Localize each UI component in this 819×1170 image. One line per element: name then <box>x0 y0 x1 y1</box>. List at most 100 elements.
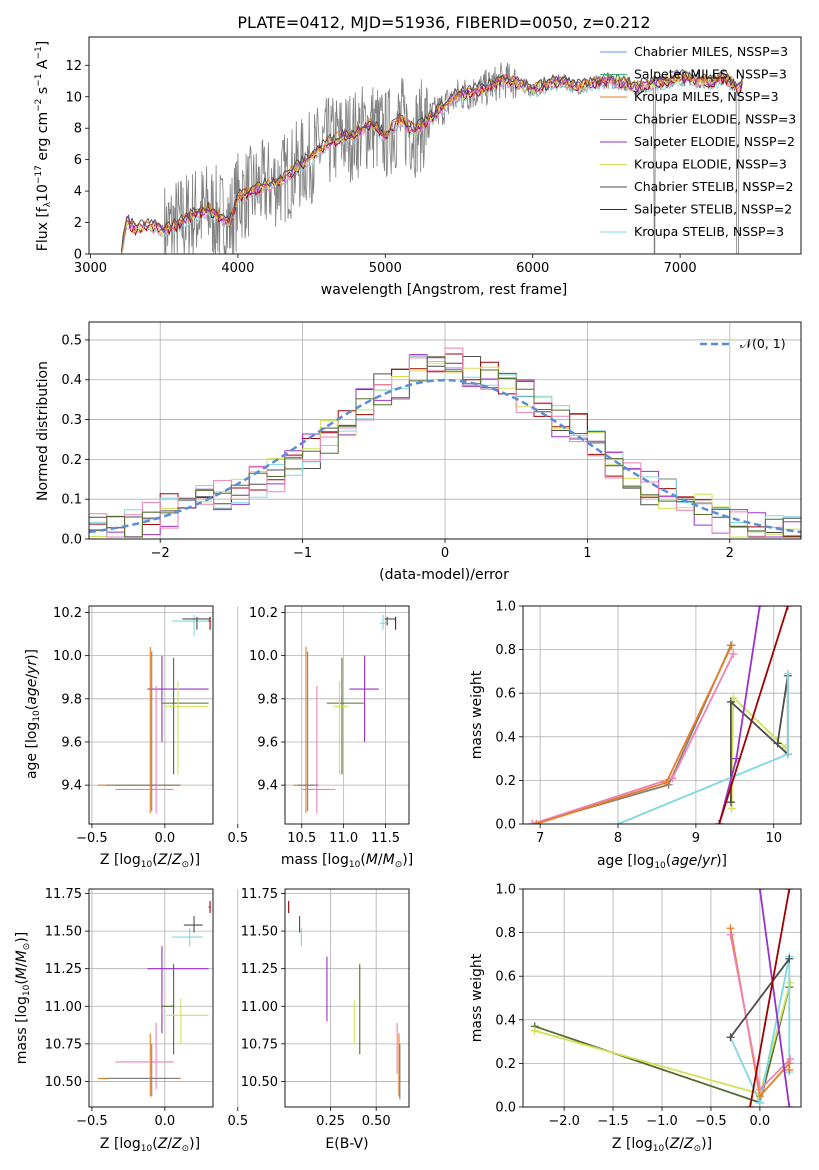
x-tick-label: 10 <box>765 831 782 846</box>
weight-marker <box>528 820 537 824</box>
weight-age-line <box>718 606 789 824</box>
weight-age-ylabel: mass weight <box>469 670 485 759</box>
x-tick-label: 0.0 <box>155 1114 176 1129</box>
x-tick-label: 9 <box>692 831 700 846</box>
normal-legend-label: 𝒩(0, 1) <box>740 336 786 351</box>
y-tick-label: 0.4 <box>495 1013 516 1028</box>
legend-label: Chabrier STELIB, NSSP=2 <box>634 179 794 194</box>
mass-z-xlabel: Z [log10(Z/Z⊙)] <box>100 1136 200 1154</box>
residual-histogram <box>89 356 801 538</box>
axes-frame <box>88 888 214 1108</box>
weight-marker <box>746 1103 755 1107</box>
legend-label: Kroupa STELIB, NSSP=3 <box>634 224 784 239</box>
weight-marker <box>532 820 541 824</box>
x-tick-label: −0.5 <box>695 1114 727 1129</box>
weight-age-line <box>532 644 732 824</box>
x-tick-label: 0.25 <box>316 1114 345 1129</box>
x-tick-label: 4000 <box>221 261 254 276</box>
y-tick-label: 2 <box>74 216 82 231</box>
x-tick-label: −1.5 <box>597 1114 629 1129</box>
y-tick-label: 0.6 <box>495 970 516 985</box>
x-tick-label: −2.0 <box>548 1114 580 1129</box>
weight-marker <box>786 978 795 987</box>
plot-area <box>97 614 211 814</box>
y-tick-label: 0.3 <box>61 413 82 428</box>
y-tick-label: 10.75 <box>45 1037 82 1052</box>
y-tick-label: 0.8 <box>495 643 516 658</box>
axes-frame <box>88 321 802 540</box>
y-tick-label: 11.75 <box>241 887 278 902</box>
mass-z-ylabel: mass [log10(M/M⊙)] <box>14 932 32 1064</box>
y-tick-label: 0.2 <box>495 774 516 789</box>
weight-z-ylabel: mass weight <box>469 953 485 1042</box>
weight-z-line <box>749 889 791 1107</box>
plot-area <box>293 614 397 814</box>
residual-legend: 𝒩(0, 1) <box>700 336 786 351</box>
weight-marker <box>726 930 735 939</box>
y-tick-label: 11.00 <box>45 1000 82 1015</box>
x-tick-label: 0.50 <box>362 1114 391 1129</box>
legend-label: Chabrier ELODIE, NSSP=3 <box>634 112 796 127</box>
weight-marker <box>773 739 782 748</box>
y-tick-label: 0.4 <box>61 373 82 388</box>
weight-vs-metallicity-panel: −2.0 −1.5 −1.0 −0.5 0.0 0.0 0.2 0.4 0.6 0.8 1.0 <box>495 883 802 1129</box>
spectrum-title: PLATE=0412, MJD=51936, FIBERID=0050, z=0… <box>237 13 650 32</box>
y-tick-label: 1.0 <box>495 883 516 898</box>
weight-marker <box>755 1085 764 1094</box>
y-tick-label: 10.2 <box>53 606 82 621</box>
mass-vs-ebv-panel: 0.25 0.50 10.50 10.75 11.00 11.25 11.50 11.75 <box>241 887 410 1129</box>
y-tick-label: 10.2 <box>249 606 278 621</box>
x-tick-label: −1.0 <box>646 1114 678 1129</box>
weight-marker <box>783 750 792 759</box>
plot-area <box>288 901 401 1100</box>
legend-label: Salpeter STELIB, NSSP=2 <box>634 202 792 217</box>
age-vs-metallicity-panel: −0.5 0.0 0.5 9.4 9.6 9.8 10.0 10.2 <box>53 605 248 846</box>
x-tick-label: 0.0 <box>155 831 176 846</box>
residual-panel: −2 −1 0 1 2 0.0 0.1 0.2 0.3 0.4 0.5 <box>61 321 802 561</box>
y-tick-label: 10.0 <box>53 649 82 664</box>
age-z-xlabel: Z [log10(Z/Z⊙)] <box>100 852 200 870</box>
mass-vs-metallicity-panel: −0.5 0.0 0.5 10.50 10.75 11.00 11.25 11.50 11.75 <box>45 887 248 1129</box>
weight-age-xlabel: age [log10(age/yr)] <box>597 853 727 871</box>
weight-marker <box>729 693 738 702</box>
spectrum-xlabel: wavelength [Angstrom, rest frame] <box>321 282 567 298</box>
x-tick-label: 0.5 <box>227 1114 248 1129</box>
y-tick-label: 10.50 <box>241 1075 278 1090</box>
weight-marker <box>783 669 792 678</box>
normal-curve <box>89 378 801 534</box>
age-mass-xlabel: mass [log10(M/M⊙)] <box>281 852 413 870</box>
plot-area <box>89 347 801 538</box>
y-tick-label: 1.0 <box>495 600 516 615</box>
spectrum-legend: Chabrier MILES, NSSP=3 Salpeter MILES, NS… <box>600 44 796 239</box>
weight-marker <box>727 804 736 813</box>
x-tick-label: 11.5 <box>371 831 400 846</box>
x-tick-label: 2 <box>726 546 734 561</box>
y-tick-label: 11.50 <box>241 925 278 940</box>
residual-ylabel: Normed distribution <box>35 361 51 501</box>
x-tick-label: 10.5 <box>287 831 316 846</box>
data-spectrum-line <box>163 62 744 254</box>
weight-age-line <box>617 673 789 824</box>
x-tick-label: 3000 <box>74 261 107 276</box>
x-tick-label: −0.5 <box>76 1114 108 1129</box>
age-vs-mass-panel: 10.5 11.0 11.5 9.4 9.6 9.8 10.0 10.2 <box>249 605 410 846</box>
y-tick-label: 0.1 <box>61 493 82 508</box>
weight-marker <box>755 889 764 893</box>
weight-marker <box>783 606 792 610</box>
weight-marker <box>715 820 724 824</box>
y-tick-label: 0.5 <box>61 333 82 348</box>
y-tick-label: 9.8 <box>61 692 82 707</box>
y-tick-label: 9.4 <box>257 779 278 794</box>
y-tick-label: 11.50 <box>45 925 82 940</box>
weight-marker <box>729 649 738 658</box>
mass-ebv-xlabel: E(B-V) <box>325 1136 368 1152</box>
weight-marker <box>727 641 736 650</box>
y-tick-label: 0.4 <box>495 730 516 745</box>
weight-marker <box>755 606 764 610</box>
weight-vs-age-panel: 7 8 9 10 0.0 0.2 0.4 0.6 0.8 1.0 <box>495 600 802 846</box>
weight-marker <box>726 798 735 807</box>
legend-label: Salpeter ELODIE, NSSP=2 <box>634 134 795 149</box>
legend-label: Kroupa MILES, NSSP=3 <box>634 89 779 104</box>
weight-marker <box>786 1055 795 1064</box>
model-spectrum-line <box>120 69 743 252</box>
